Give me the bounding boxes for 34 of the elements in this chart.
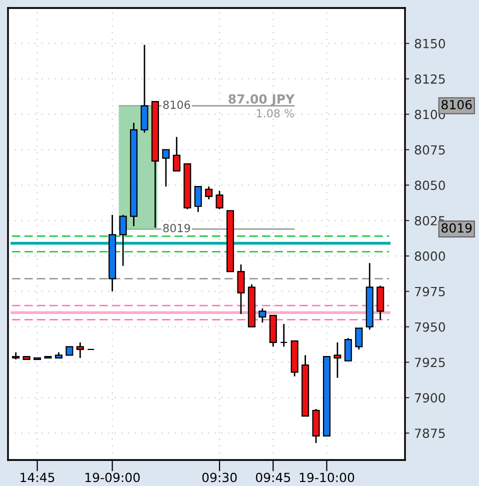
candlestick: [280, 323, 288, 348]
candlestick: [344, 337, 352, 362]
y-tick-label: 7950: [415, 322, 446, 332]
x-tick-label: 14:45: [20, 472, 54, 482]
text: 8019: [442, 223, 472, 233]
candlestick: [355, 328, 363, 350]
candlestick: [237, 264, 245, 315]
annotation: 1.08 %: [256, 109, 294, 118]
candlestick: [162, 149, 170, 188]
candlestick: [258, 308, 266, 324]
y-tick-label: 7925: [415, 358, 445, 368]
candlestick: [334, 342, 342, 379]
y-tick-label: 8150: [414, 38, 446, 48]
y-tick-label: 8000: [414, 251, 446, 261]
y-tick-label: 7875: [415, 428, 445, 438]
y-tick-label: 8125: [414, 74, 445, 84]
ref-line-label: 8019: [163, 224, 190, 232]
candlestick: [205, 186, 213, 200]
annotation: 87.00 JPY: [228, 94, 295, 106]
candlestick: [172, 136, 180, 172]
y-tick-label: 8050: [414, 180, 446, 190]
y-tick-label: 8075: [414, 145, 445, 155]
y-tick-label: 7975: [415, 286, 445, 296]
candlestick: [216, 190, 224, 210]
ref-line-label: 8106: [163, 100, 190, 109]
x-tick-label: 19-09:00: [85, 472, 140, 482]
candlestick: [194, 186, 202, 213]
x-tick-label: 09:30: [202, 472, 237, 482]
x-tick-label: 09:45: [256, 472, 290, 482]
y-tick-label: 7900: [415, 393, 446, 403]
x-tick-label: 19-10:00: [300, 472, 354, 482]
candlestick: [76, 342, 84, 359]
text: 8106: [442, 100, 472, 110]
candlestick: [119, 214, 127, 267]
